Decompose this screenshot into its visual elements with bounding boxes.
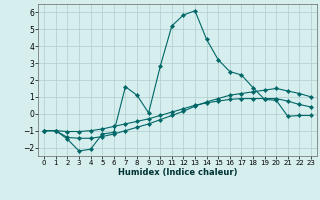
- X-axis label: Humidex (Indice chaleur): Humidex (Indice chaleur): [118, 168, 237, 177]
